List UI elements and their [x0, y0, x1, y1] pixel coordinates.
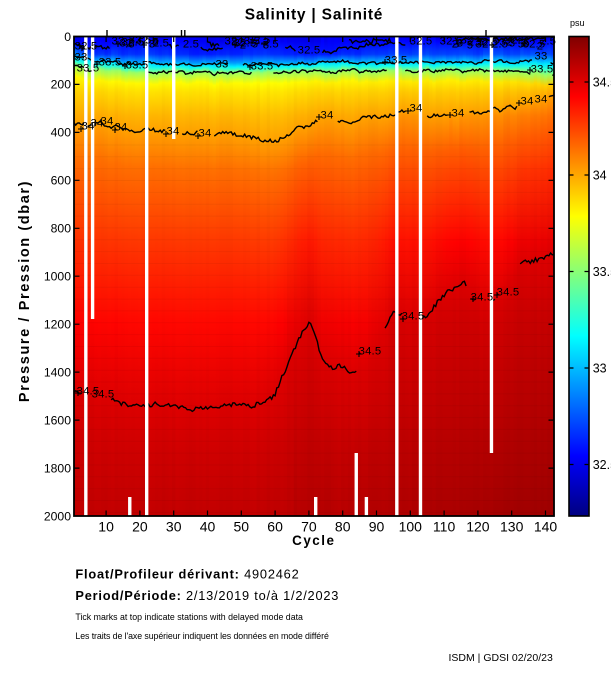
svg-text:33.5: 33.5	[126, 60, 149, 72]
svg-text:34.5: 34.5	[77, 386, 100, 398]
svg-text:34: 34	[452, 108, 465, 120]
svg-text:2.5: 2.5	[492, 39, 508, 51]
svg-text:2000: 2000	[44, 509, 71, 523]
svg-text:600: 600	[51, 174, 72, 188]
svg-text:120: 120	[466, 519, 490, 535]
svg-text:32: 32	[476, 39, 489, 51]
svg-text:3: 3	[263, 40, 269, 52]
svg-text:34: 34	[82, 121, 95, 133]
svg-text:33.5: 33.5	[251, 61, 274, 73]
svg-text:34: 34	[91, 118, 104, 130]
svg-text:34: 34	[535, 94, 548, 106]
svg-text:32.5: 32.5	[234, 38, 257, 50]
svg-text:33: 33	[75, 52, 88, 64]
svg-text:100: 100	[399, 519, 423, 535]
svg-text:10: 10	[98, 519, 114, 535]
svg-text:20: 20	[132, 519, 148, 535]
svg-text:.5: .5	[269, 39, 279, 51]
svg-text:32.5: 32.5	[298, 45, 321, 57]
svg-text:3: 3	[509, 38, 515, 50]
svg-text:5: 5	[518, 39, 524, 51]
svg-text:34: 34	[167, 126, 180, 138]
svg-text:2.5: 2.5	[468, 37, 484, 49]
svg-text:400: 400	[51, 126, 72, 140]
svg-text:.5: .5	[149, 37, 159, 49]
svg-text:110: 110	[433, 519, 456, 535]
svg-text:33.5: 33.5	[385, 55, 408, 67]
svg-text:34.5: 34.5	[402, 311, 425, 323]
svg-text:2: 2	[452, 39, 458, 51]
svg-text:90: 90	[369, 519, 385, 535]
svg-text:Les traits de l'axe supérieur: Les traits de l'axe supérieur indiquent …	[75, 631, 329, 641]
svg-text:1000: 1000	[44, 270, 71, 284]
svg-text:33: 33	[535, 51, 548, 63]
svg-text:50: 50	[234, 519, 250, 535]
svg-text:2: 2	[263, 37, 269, 49]
svg-text:32: 32	[500, 37, 513, 49]
svg-text:33.5: 33.5	[99, 57, 122, 69]
svg-text:Period/Période: 2/13/2019 to/: Period/Période: 2/13/2019 to/à 1/2/2023	[75, 588, 339, 603]
svg-text:34.5: 34.5	[471, 292, 494, 304]
svg-text:33: 33	[216, 59, 229, 71]
svg-text:34: 34	[321, 110, 334, 122]
svg-text:3: 3	[149, 39, 155, 51]
svg-text:32.5: 32.5	[523, 39, 546, 51]
svg-text:1200: 1200	[44, 318, 71, 332]
svg-text:40: 40	[200, 519, 216, 535]
svg-text:2.5: 2.5	[540, 36, 556, 48]
svg-text:30: 30	[166, 519, 182, 535]
svg-text:34: 34	[593, 168, 607, 182]
svg-text:80: 80	[335, 519, 351, 535]
svg-text:33: 33	[593, 361, 607, 375]
svg-text:1800: 1800	[44, 461, 71, 475]
svg-text:34: 34	[115, 122, 128, 134]
svg-text:33.5: 33.5	[77, 63, 100, 75]
svg-text:ISDM | GDSI 02/20/23: ISDM | GDSI 02/20/23	[449, 652, 553, 664]
svg-text:32.5: 32.5	[136, 35, 159, 47]
svg-text:34: 34	[101, 116, 114, 128]
svg-text:Pressure / Pression (dbar): Pressure / Pression (dbar)	[17, 180, 33, 402]
svg-text:2.5: 2.5	[183, 39, 199, 51]
svg-text:130: 130	[500, 519, 524, 535]
svg-text:32.5: 32.5	[122, 37, 145, 49]
svg-text:34.5: 34.5	[593, 75, 611, 89]
svg-text:32.5: 32.5	[75, 41, 98, 53]
svg-text:34: 34	[199, 128, 212, 140]
svg-text:Float/Profileur dérivant: 490: Float/Profileur dérivant: 4902462	[75, 567, 299, 582]
svg-text:Cycle: Cycle	[292, 533, 335, 548]
svg-text:34.5: 34.5	[359, 346, 382, 358]
svg-text:32.5: 32.5	[410, 36, 433, 48]
svg-text:32.5: 32.5	[593, 458, 611, 472]
svg-text:34: 34	[410, 103, 423, 115]
svg-text:140: 140	[534, 519, 558, 535]
svg-text:Tick marks at top indicate sta: Tick marks at top indicate stations with…	[75, 612, 303, 622]
svg-text:5: 5	[252, 39, 258, 51]
svg-text:34.5: 34.5	[92, 389, 115, 401]
svg-text:0: 0	[64, 30, 71, 44]
svg-text:32: 32	[120, 38, 133, 50]
svg-text:5: 5	[467, 40, 473, 52]
svg-text:200: 200	[51, 78, 72, 92]
svg-text:Salinity | Salinité: Salinity | Salinité	[245, 7, 383, 24]
svg-text:32: 32	[461, 35, 474, 47]
svg-text:34: 34	[521, 96, 534, 108]
svg-text:1400: 1400	[44, 365, 71, 379]
svg-text:3.5: 3.5	[244, 36, 260, 48]
svg-text:2: 2	[537, 41, 543, 53]
svg-text:33.5: 33.5	[593, 265, 611, 279]
svg-text:70: 70	[301, 519, 317, 535]
svg-text:psu: psu	[570, 18, 585, 28]
svg-text:60: 60	[267, 519, 283, 535]
svg-text:.5: .5	[125, 39, 135, 51]
svg-text:800: 800	[51, 222, 72, 236]
svg-text:1600: 1600	[44, 413, 71, 427]
svg-text:5: 5	[494, 35, 500, 47]
svg-text:2.5: 2.5	[153, 38, 169, 50]
svg-text:2: 2	[240, 40, 246, 52]
svg-text:33.5: 33.5	[531, 64, 554, 76]
svg-text:34.5: 34.5	[497, 287, 520, 299]
